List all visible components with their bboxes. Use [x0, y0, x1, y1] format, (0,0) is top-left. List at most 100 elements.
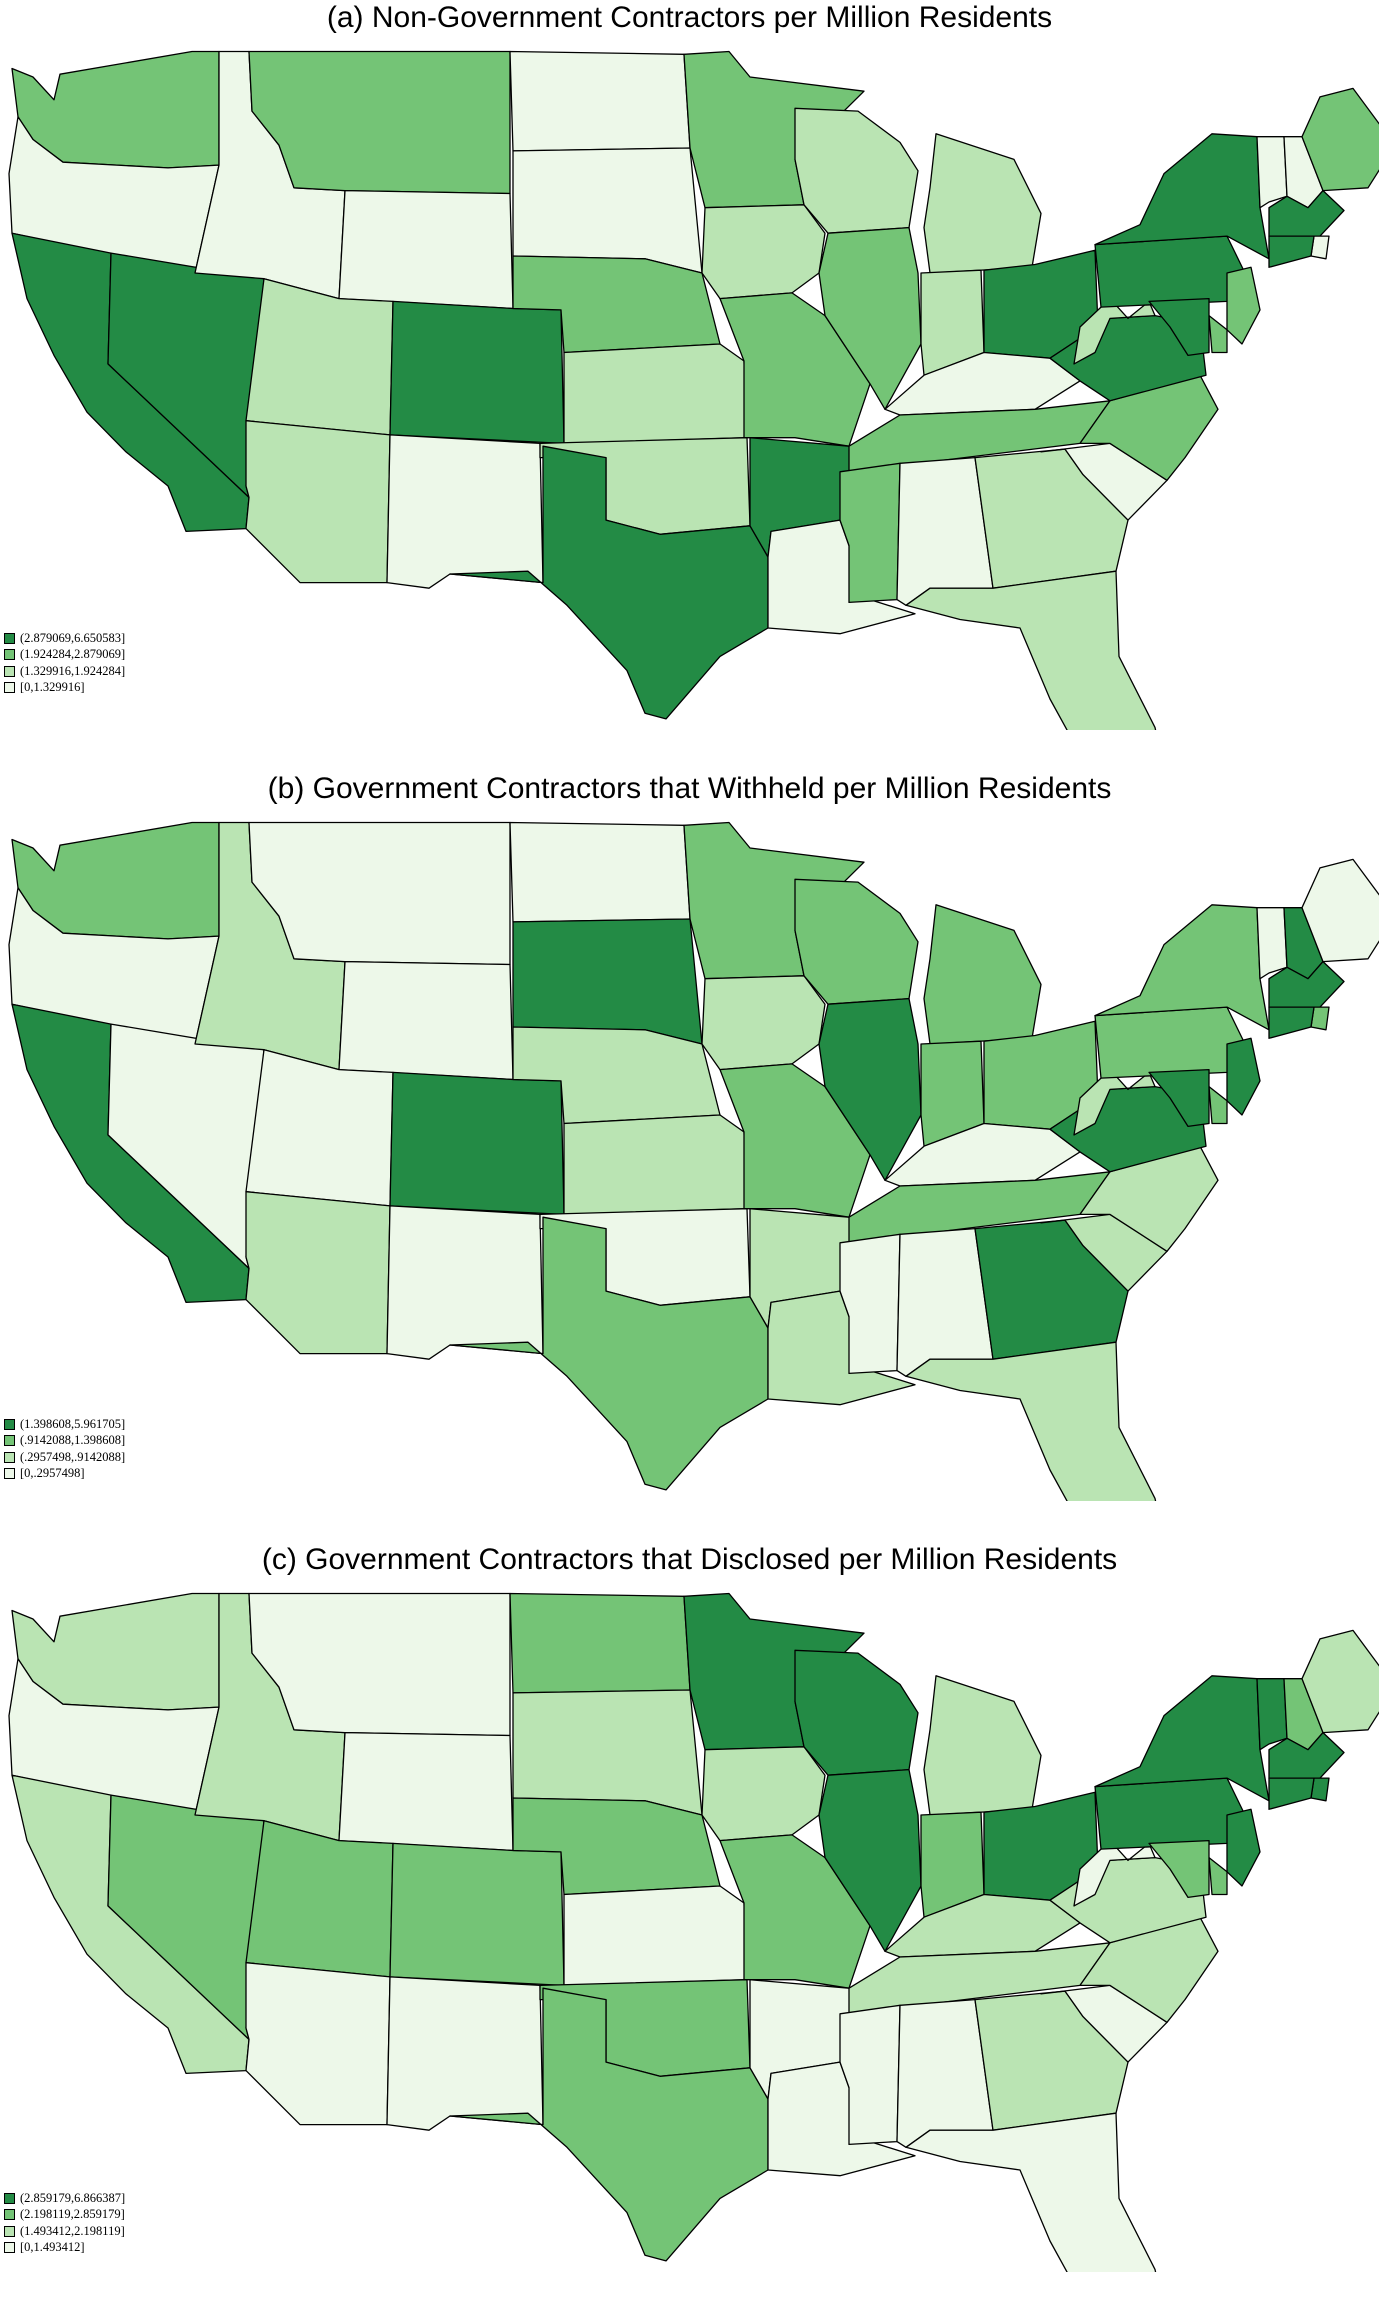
choropleth-map: [8, 821, 1379, 1501]
state-nj: [1226, 1037, 1261, 1116]
state-co: [389, 300, 565, 445]
state-nd: [509, 821, 691, 923]
state-nj: [1226, 1808, 1261, 1887]
legend-swatch: [4, 1451, 15, 1463]
legend-swatch: [4, 649, 15, 661]
legend-item: (1.398608,5.961705]: [4, 1416, 125, 1433]
legend-item: (2.859179,6.866387]: [4, 2190, 125, 2207]
state-ut: [245, 1820, 394, 1978]
state-ky: [884, 1893, 1081, 1958]
legend-item: (.2957498,.9142088]: [4, 1449, 125, 1466]
state-wy: [338, 1731, 514, 1852]
state-mt: [248, 1592, 511, 1737]
state-pa: [1094, 1006, 1246, 1079]
state-pa: [1094, 235, 1246, 308]
legend-item: (1.329916,1.924284]: [4, 663, 125, 680]
legend: (2.879069,6.650583] (1.924284,2.879069] …: [4, 630, 125, 696]
state-az: [245, 420, 391, 584]
state-ia: [701, 204, 826, 300]
legend-swatch: [4, 1468, 15, 1480]
legend-swatch: [4, 2192, 15, 2204]
legend-swatch: [4, 632, 15, 644]
state-wy: [338, 960, 514, 1081]
state-tx: [449, 445, 769, 720]
state-ut: [245, 1049, 394, 1207]
state-ky: [884, 1122, 1081, 1187]
state-ia: [701, 975, 826, 1071]
legend-label: (.2957498,.9142088]: [20, 1449, 126, 1464]
legend-label: (2.879069,6.650583]: [20, 630, 126, 645]
panel-c: (c) Government Contractors that Disclose…: [0, 1542, 1379, 2299]
state-mi: [923, 133, 1042, 274]
state-ct: [1268, 235, 1315, 268]
panel-title: (a) Non-Government Contractors per Milli…: [326, 1, 1053, 34]
state-de: [1208, 1856, 1228, 1896]
legend: (2.859179,6.866387] (2.198119,2.859179] …: [4, 2190, 125, 2256]
legend-item: [0,1.329916]: [4, 680, 125, 697]
legend-item: [0,.2957498]: [4, 1466, 125, 1483]
legend-swatch: [4, 665, 15, 677]
state-de: [1208, 1085, 1228, 1125]
state-ms: [839, 462, 901, 604]
legend-swatch: [4, 2225, 15, 2237]
state-ia: [701, 1746, 826, 1842]
state-nm: [386, 434, 544, 589]
state-nd: [509, 1592, 691, 1694]
state-mt: [248, 50, 511, 195]
panel-title: (c) Government Contractors that Disclose…: [261, 1543, 1118, 1576]
legend-label: [0,.2957498]: [20, 1466, 85, 1481]
state-wi: [794, 107, 919, 234]
legend-label: (2.859179,6.866387]: [20, 2190, 126, 2205]
state-nj: [1226, 266, 1261, 345]
legend-item: [0,1.493412]: [4, 2240, 125, 2257]
legend-label: (1.924284,2.879069]: [20, 647, 126, 662]
state-fl: [905, 1341, 1157, 1501]
legend-item: (.9142088,1.398608]: [4, 1433, 125, 1450]
legend-label: [0,1.493412]: [20, 2240, 85, 2255]
legend-label: (1.329916,1.924284]: [20, 663, 126, 678]
state-mi: [923, 904, 1042, 1045]
state-ms: [839, 2004, 901, 2146]
legend-item: (1.924284,2.879069]: [4, 647, 125, 664]
legend-swatch: [4, 682, 15, 694]
state-sd: [512, 918, 703, 1045]
legend-label: (1.398608,5.961705]: [20, 1416, 126, 1431]
state-tx: [449, 1987, 769, 2262]
legend: (1.398608,5.961705] (.9142088,1.398608] …: [4, 1416, 125, 1482]
legend-swatch: [4, 2209, 15, 2221]
state-mi: [923, 1675, 1042, 1816]
state-wi: [794, 1649, 919, 1776]
state-ky: [884, 351, 1081, 416]
legend-item: (1.493412,2.198119]: [4, 2223, 125, 2240]
legend-item: (2.198119,2.859179]: [4, 2207, 125, 2224]
state-ct: [1268, 1006, 1315, 1039]
panel-b: (b) Government Contractors that Withheld…: [0, 771, 1379, 1528]
state-ms: [839, 1233, 901, 1375]
legend-swatch: [4, 1418, 15, 1430]
state-fl: [905, 2112, 1157, 2272]
state-ks: [563, 1114, 748, 1216]
state-pa: [1094, 1777, 1246, 1850]
state-az: [245, 1191, 391, 1355]
state-ks: [563, 343, 748, 445]
state-ks: [563, 1885, 748, 1987]
state-md: [1148, 1839, 1210, 1899]
state-mt: [248, 821, 511, 966]
state-nd: [509, 50, 691, 152]
state-co: [389, 1842, 565, 1987]
state-wi: [794, 878, 919, 1005]
state-fl: [905, 570, 1157, 730]
state-sd: [512, 1689, 703, 1816]
legend-swatch: [4, 2242, 15, 2254]
state-co: [389, 1071, 565, 1216]
legend-label: (.9142088,1.398608]: [20, 1433, 126, 1448]
legend-swatch: [4, 1435, 15, 1447]
legend-label: [0,1.329916]: [20, 680, 85, 695]
state-vt: [1256, 136, 1288, 209]
state-wy: [338, 189, 514, 310]
state-nm: [386, 1205, 544, 1360]
legend-label: (1.493412,2.198119]: [20, 2223, 125, 2238]
state-nm: [386, 1976, 544, 2131]
choropleth-map: [8, 1592, 1379, 2272]
state-md: [1148, 297, 1210, 357]
